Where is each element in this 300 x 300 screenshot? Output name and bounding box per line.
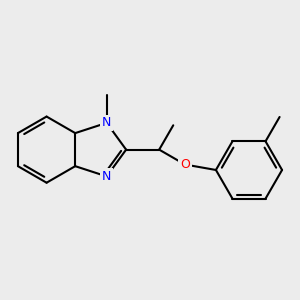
Text: O: O: [180, 158, 190, 171]
Text: N: N: [102, 170, 111, 183]
Text: N: N: [102, 116, 111, 129]
